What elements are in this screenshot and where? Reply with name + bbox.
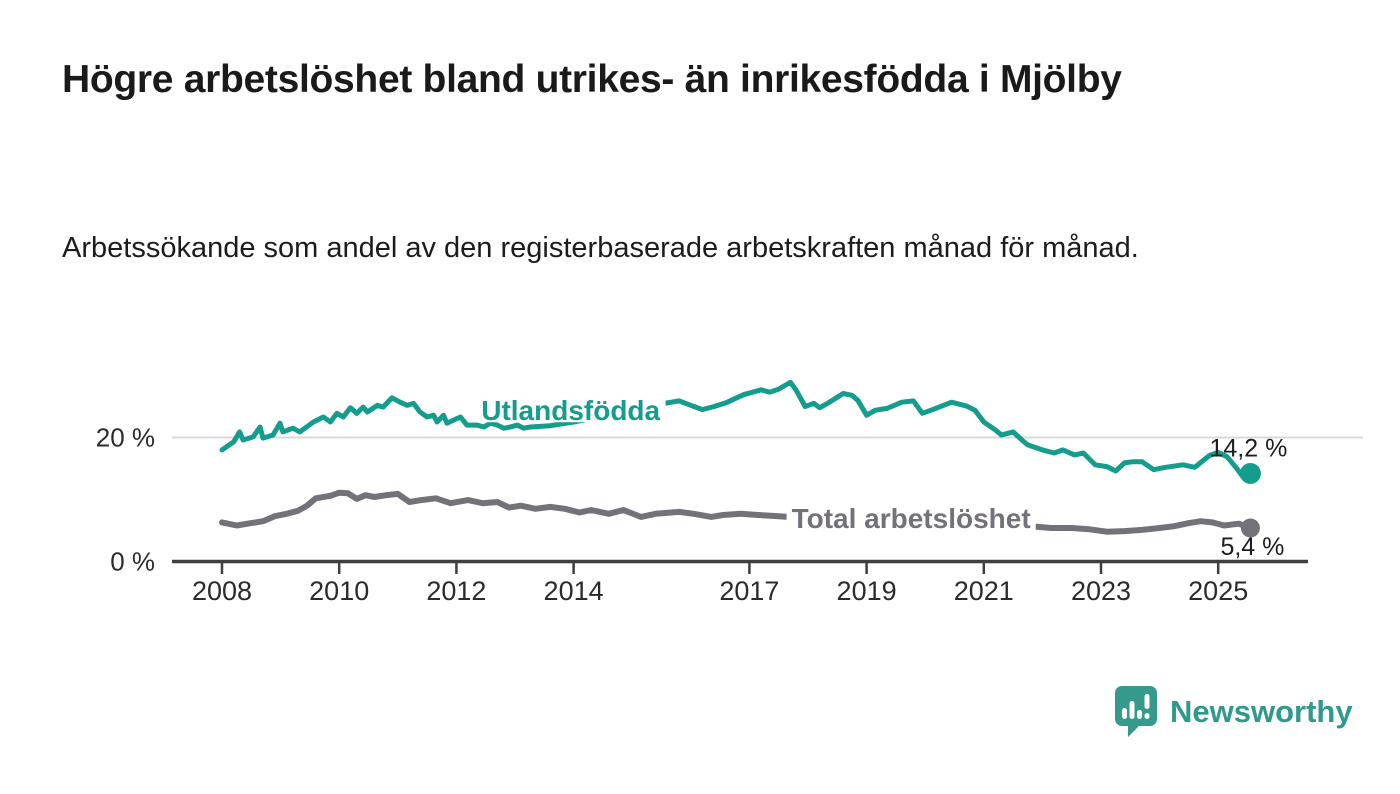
newsworthy-logo: Newsworthy	[1113, 684, 1353, 740]
line-chart: 0 % 20 % Utlandsfödda Total arbetslöshet 200…	[0, 350, 1400, 620]
end-value-label-total-arbetsl-shet: 5,4 %	[1220, 533, 1284, 561]
x-axis-label-2010: 2010	[309, 576, 369, 606]
end-dot-total-arbetsl-shet	[1240, 518, 1260, 538]
logo-exclamation-dot-icon	[1144, 713, 1150, 719]
x-axis-label-2021: 2021	[954, 576, 1014, 606]
series-label-total-arbetsl-shet: Total arbetslöshet	[792, 503, 1031, 534]
x-axis-label-2025: 2025	[1188, 576, 1248, 606]
logo-bar-icon	[1129, 701, 1135, 719]
series-label-utlandsf-dda: Utlandsfödda	[481, 395, 660, 426]
x-axis-label-2012: 2012	[426, 576, 486, 606]
logo-bubble-shape	[1115, 686, 1157, 737]
end-dot-utlandsf-dda	[1239, 462, 1261, 484]
page-subtitle: Arbetssökande som andel av den registerb…	[62, 232, 1139, 264]
x-axis-label-2023: 2023	[1071, 576, 1131, 606]
y-axis-label-0: 0 %	[110, 547, 155, 577]
x-axis-label-2019: 2019	[837, 576, 897, 606]
logo-exclamation-icon	[1144, 694, 1150, 709]
y-axis-label-20: 20 %	[96, 423, 155, 453]
logo-bar-icon	[1122, 708, 1127, 719]
newsworthy-logo-icon	[1115, 686, 1157, 737]
series-label-bg-total-arbetsl-shet	[786, 507, 1036, 531]
x-axis-label-2017: 2017	[719, 576, 779, 606]
chart-canvas: 0 % 20 % Utlandsfödda Total arbetslöshet 200…	[96, 379, 1363, 606]
series-label-bg-utlandsf-dda	[476, 399, 666, 423]
logo-bar-icon	[1137, 710, 1142, 719]
series-line-utlandsf-dda	[219, 379, 1253, 480]
series-line-total-arbetsl-shet	[219, 489, 1254, 535]
page-title: Högre arbetslöshet bland utrikes- än inr…	[62, 58, 1122, 101]
end-value-label-utlandsf-dda: 14,2 %	[1210, 434, 1288, 462]
x-axis-label-2014: 2014	[544, 576, 604, 606]
newsworthy-logo-text: Newsworthy	[1170, 694, 1353, 729]
x-axis-label-2008: 2008	[192, 576, 252, 606]
